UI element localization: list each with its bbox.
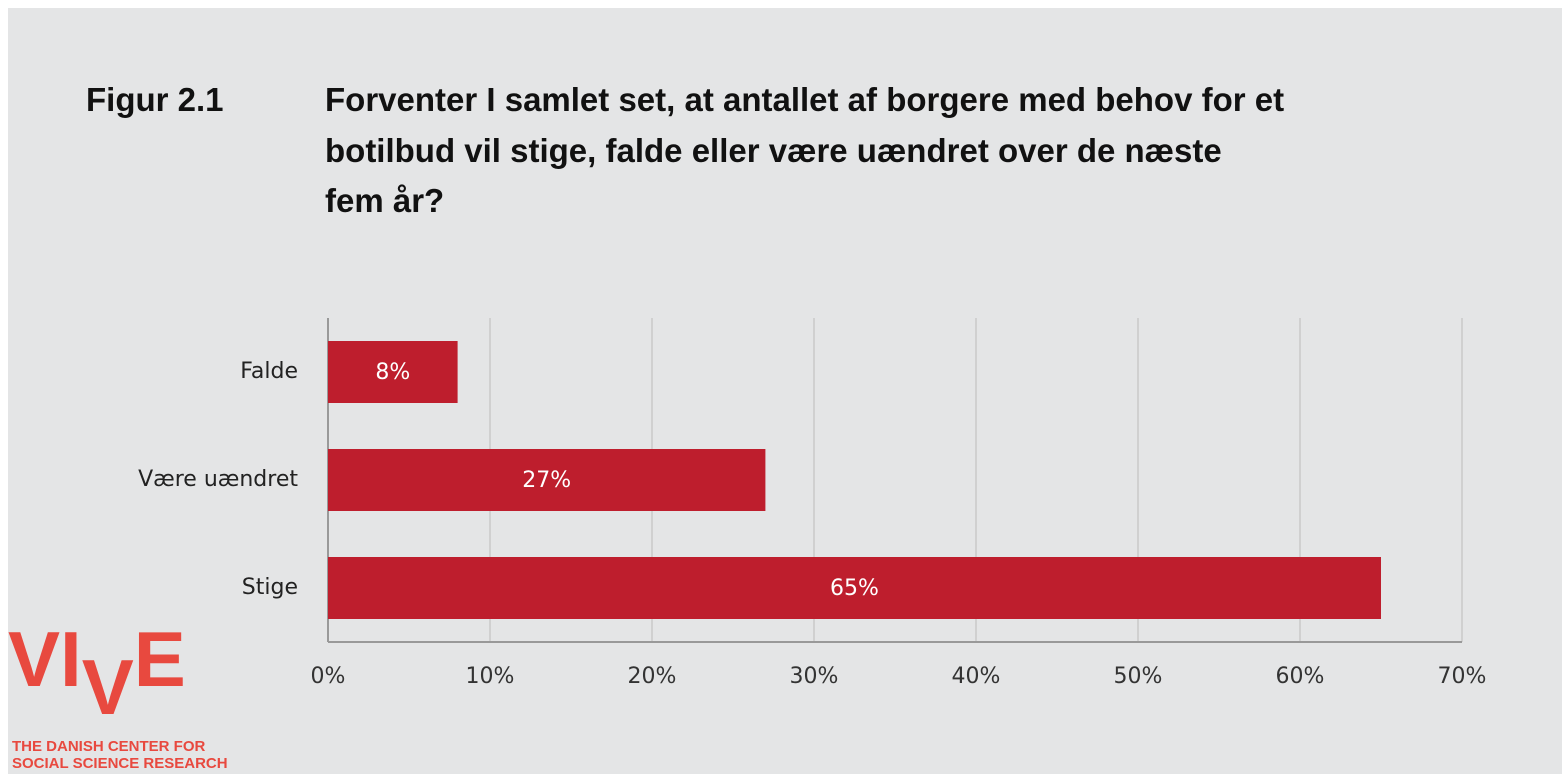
x-tick-label: 20%: [628, 664, 677, 689]
x-tick-label: 30%: [790, 664, 839, 689]
bar: [328, 449, 766, 511]
figure-label: Figur 2.1: [86, 81, 224, 118]
bar: [328, 557, 1381, 619]
category-label: Være uændret: [138, 467, 298, 492]
logo-tagline: THE DANISH CENTER FOR: [12, 738, 206, 755]
chart-title: botilbud vil stige, falde eller være uæn…: [325, 132, 1222, 169]
x-tick-label: 0%: [311, 664, 346, 689]
x-tick-label: 60%: [1276, 664, 1325, 689]
category-label: Stige: [242, 575, 298, 600]
bar: [328, 341, 458, 403]
value-label: 27%: [522, 468, 571, 493]
x-tick-label: 50%: [1114, 664, 1163, 689]
x-tick-label: 10%: [466, 664, 515, 689]
logo: VIVE: [8, 615, 186, 731]
value-label: 65%: [830, 576, 879, 601]
category-label: Falde: [240, 359, 298, 384]
chart-title: Forventer I samlet set, at antallet af b…: [325, 81, 1284, 118]
background: [8, 8, 1562, 774]
x-tick-label: 40%: [952, 664, 1001, 689]
chart-title: fem år?: [325, 182, 444, 219]
logo-tagline: SOCIAL SCIENCE RESEARCH: [12, 755, 228, 772]
value-label: 8%: [375, 360, 410, 385]
x-tick-label: 70%: [1438, 664, 1487, 689]
